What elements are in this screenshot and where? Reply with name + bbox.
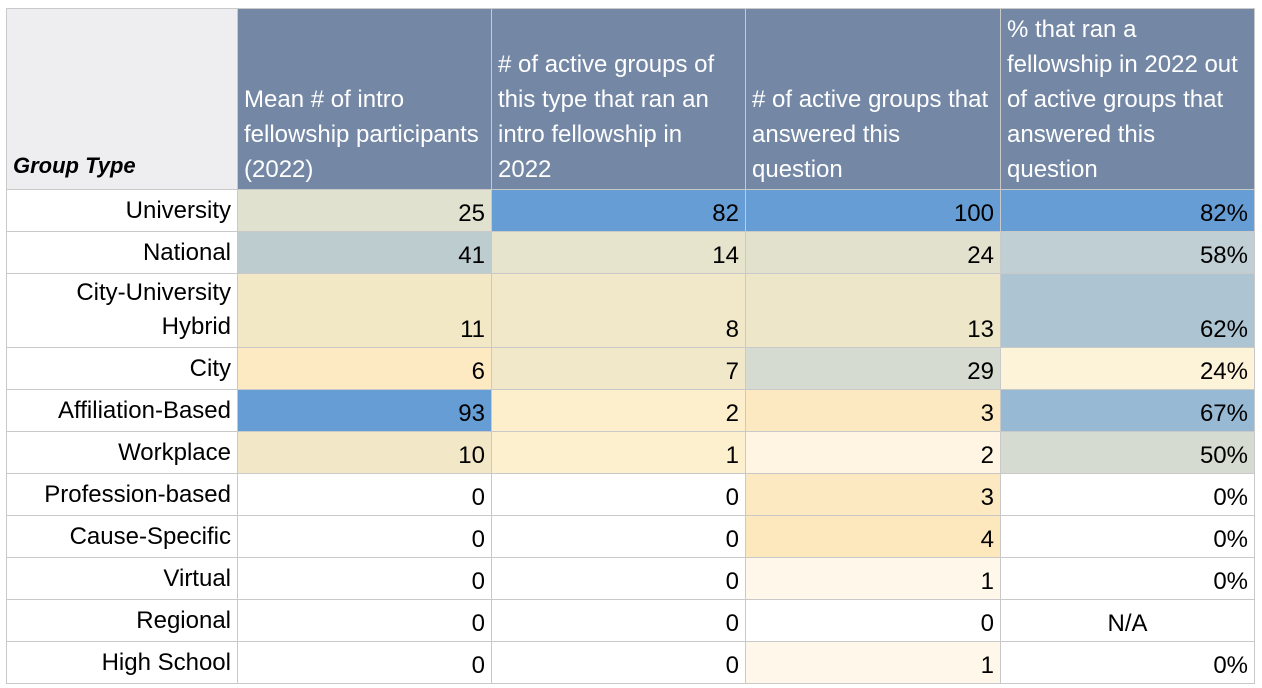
row-label: Affiliation-Based xyxy=(6,389,238,432)
cell-groups-answered: 4 xyxy=(745,515,1001,558)
cell-mean-participants: 25 xyxy=(237,189,492,232)
cell-percent-ran-fellowship: 0% xyxy=(1000,515,1255,558)
fellowship-table: Group Type Mean # of intro fellowship pa… xyxy=(6,8,1255,684)
cell-percent-ran-fellowship: N/A xyxy=(1000,599,1255,642)
row-label: Regional xyxy=(6,599,238,642)
cell-mean-participants: 0 xyxy=(237,641,492,684)
row-label: High School xyxy=(6,641,238,684)
cell-groups-answered: 100 xyxy=(745,189,1001,232)
cell-mean-participants: 0 xyxy=(237,515,492,558)
cell-groups-answered: 2 xyxy=(745,431,1001,474)
cell-groups-answered: 13 xyxy=(745,273,1001,348)
cell-groups-ran-fellowship: 1 xyxy=(491,431,746,474)
row-label: Profession-based xyxy=(6,473,238,516)
column-header-group-type: Group Type xyxy=(6,8,238,190)
cell-groups-ran-fellowship: 2 xyxy=(491,389,746,432)
cell-mean-participants: 0 xyxy=(237,473,492,516)
cell-percent-ran-fellowship: 58% xyxy=(1000,231,1255,274)
cell-mean-participants: 6 xyxy=(237,347,492,390)
table-row: Virtual 0 0 1 0% xyxy=(6,557,1255,600)
cell-groups-ran-fellowship: 8 xyxy=(491,273,746,348)
table-row: University 25 82 100 82% xyxy=(6,189,1255,232)
cell-groups-answered: 3 xyxy=(745,473,1001,516)
cell-percent-ran-fellowship: 50% xyxy=(1000,431,1255,474)
cell-groups-answered: 1 xyxy=(745,557,1001,600)
cell-mean-participants: 0 xyxy=(237,599,492,642)
cell-groups-answered: 24 xyxy=(745,231,1001,274)
table-row: Cause-Specific 0 0 4 0% xyxy=(6,515,1255,558)
cell-percent-ran-fellowship: 67% xyxy=(1000,389,1255,432)
cell-groups-answered: 29 xyxy=(745,347,1001,390)
cell-percent-ran-fellowship: 0% xyxy=(1000,473,1255,516)
cell-groups-ran-fellowship: 0 xyxy=(491,641,746,684)
cell-groups-ran-fellowship: 0 xyxy=(491,473,746,516)
row-label: Workplace xyxy=(6,431,238,474)
row-label: University xyxy=(6,189,238,232)
table-row: National 41 14 24 58% xyxy=(6,231,1255,274)
row-label: Cause-Specific xyxy=(6,515,238,558)
cell-groups-ran-fellowship: 0 xyxy=(491,515,746,558)
column-header-percent-ran-fellowship: % that ran a fellowship in 2022 out of a… xyxy=(1000,8,1255,190)
column-header-groups-ran-fellowship: # of active groups of this type that ran… xyxy=(491,8,746,190)
cell-percent-ran-fellowship: 0% xyxy=(1000,557,1255,600)
table-row: City-University Hybrid 11 8 13 62% xyxy=(6,273,1255,348)
row-label: Virtual xyxy=(6,557,238,600)
cell-mean-participants: 11 xyxy=(237,273,492,348)
cell-groups-answered: 0 xyxy=(745,599,1001,642)
table-row: Regional 0 0 0 N/A xyxy=(6,599,1255,642)
column-header-groups-answered: # of active groups that answered this qu… xyxy=(745,8,1001,190)
cell-groups-ran-fellowship: 7 xyxy=(491,347,746,390)
cell-groups-ran-fellowship: 82 xyxy=(491,189,746,232)
cell-percent-ran-fellowship: 24% xyxy=(1000,347,1255,390)
cell-mean-participants: 10 xyxy=(237,431,492,474)
cell-groups-answered: 1 xyxy=(745,641,1001,684)
table-row: City 6 7 29 24% xyxy=(6,347,1255,390)
cell-percent-ran-fellowship: 82% xyxy=(1000,189,1255,232)
cell-groups-answered: 3 xyxy=(745,389,1001,432)
table-body: University 25 82 100 82% National 41 14 24 58% Cit… xyxy=(6,189,1255,684)
cell-mean-participants: 93 xyxy=(237,389,492,432)
row-label: City-University Hybrid xyxy=(6,273,238,348)
row-label: National xyxy=(6,231,238,274)
cell-percent-ran-fellowship: 62% xyxy=(1000,273,1255,348)
row-label: City xyxy=(6,347,238,390)
table-row: High School 0 0 1 0% xyxy=(6,641,1255,684)
table-row: Profession-based 0 0 3 0% xyxy=(6,473,1255,516)
cell-groups-ran-fellowship: 14 xyxy=(491,231,746,274)
cell-groups-ran-fellowship: 0 xyxy=(491,599,746,642)
header-row: Group Type Mean # of intro fellowship pa… xyxy=(6,8,1255,190)
cell-mean-participants: 41 xyxy=(237,231,492,274)
cell-percent-ran-fellowship: 0% xyxy=(1000,641,1255,684)
cell-mean-participants: 0 xyxy=(237,557,492,600)
table-row: Workplace 10 1 2 50% xyxy=(6,431,1255,474)
table-row: Affiliation-Based 93 2 3 67% xyxy=(6,389,1255,432)
cell-groups-ran-fellowship: 0 xyxy=(491,557,746,600)
column-header-mean-participants: Mean # of intro fellowship participants … xyxy=(237,8,492,190)
